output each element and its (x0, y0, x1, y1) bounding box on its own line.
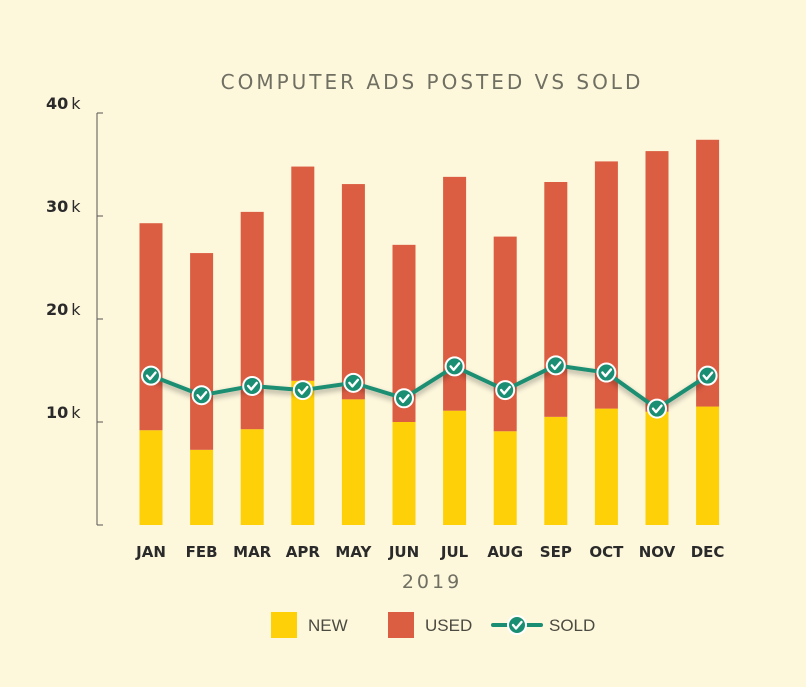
bar-used-may (341, 184, 365, 400)
x-tick-label-jun: JUN (388, 543, 419, 561)
point-sold-may (343, 372, 364, 393)
x-tick-label-dec: DEC (691, 543, 725, 561)
x-tick-label-sep: SEP (540, 543, 572, 561)
x-tick-label-oct: OCT (589, 543, 624, 561)
point-sold-feb (191, 385, 212, 406)
point-sold-nov (647, 398, 667, 419)
bar-new-feb (190, 449, 214, 525)
bar-used-dec (696, 139, 720, 407)
bar-new-oct (594, 408, 618, 525)
y-tick-label: 10 k (46, 403, 81, 422)
bar-used-feb (190, 253, 214, 450)
point-sold-jun (394, 388, 414, 409)
x-tick-label-feb: FEB (186, 543, 218, 561)
bar-used-nov (645, 151, 669, 412)
y-tick-label: 40 k (46, 94, 81, 113)
bar-used-apr (291, 166, 315, 381)
x-tick-label-may: MAY (335, 543, 372, 561)
legend-swatch-used (388, 612, 414, 638)
bar-used-mar (240, 211, 264, 430)
x-tick-label-mar: MAR (233, 543, 272, 561)
point-sold-jan (141, 365, 161, 386)
legend-label-sold: SOLD (549, 616, 595, 635)
legend-marker-sold (507, 615, 527, 635)
point-sold-aug (495, 380, 516, 401)
point-sold-dec (697, 365, 718, 386)
legend-label-new: NEW (308, 616, 348, 635)
bar-new-mar (240, 429, 264, 525)
line-sold (149, 363, 710, 411)
x-tick-label-jul: JUL (440, 543, 469, 561)
bar-new-jun (392, 422, 416, 525)
point-sold-oct (596, 362, 617, 383)
point-sold-sep (545, 355, 566, 376)
x-axis-label: 2019 (402, 571, 462, 593)
bar-used-jan (139, 223, 163, 431)
bar-new-may (341, 399, 365, 525)
bar-new-nov (645, 411, 669, 525)
x-tick-label-nov: NOV (639, 543, 676, 561)
point-sold-jul (444, 356, 465, 377)
x-tick-label-aug: AUG (487, 543, 523, 561)
legend-label-used: USED (425, 616, 472, 635)
point-sold-apr (292, 380, 313, 401)
point-sold-mar (242, 375, 263, 396)
bar-used-oct (594, 161, 618, 409)
bar-used-jun (392, 244, 416, 422)
bar-used-jul (443, 176, 467, 411)
bar-used-sep (544, 182, 568, 417)
y-tick-label: 20 k (46, 300, 81, 319)
bar-used-aug (493, 236, 517, 432)
bar-new-apr (291, 380, 315, 525)
bar-new-dec (696, 406, 720, 525)
x-tick-label-apr: APR (286, 543, 321, 561)
bar-new-jul (443, 410, 467, 525)
x-tick-label-jan: JAN (135, 543, 166, 561)
legend-swatch-new (271, 612, 297, 638)
y-tick-label: 30 k (46, 197, 81, 216)
bar-new-aug (493, 431, 517, 525)
chart-title: COMPUTER ADS POSTED VS SOLD (221, 70, 644, 94)
bar-new-sep (544, 416, 568, 525)
bar-new-jan (139, 430, 163, 525)
